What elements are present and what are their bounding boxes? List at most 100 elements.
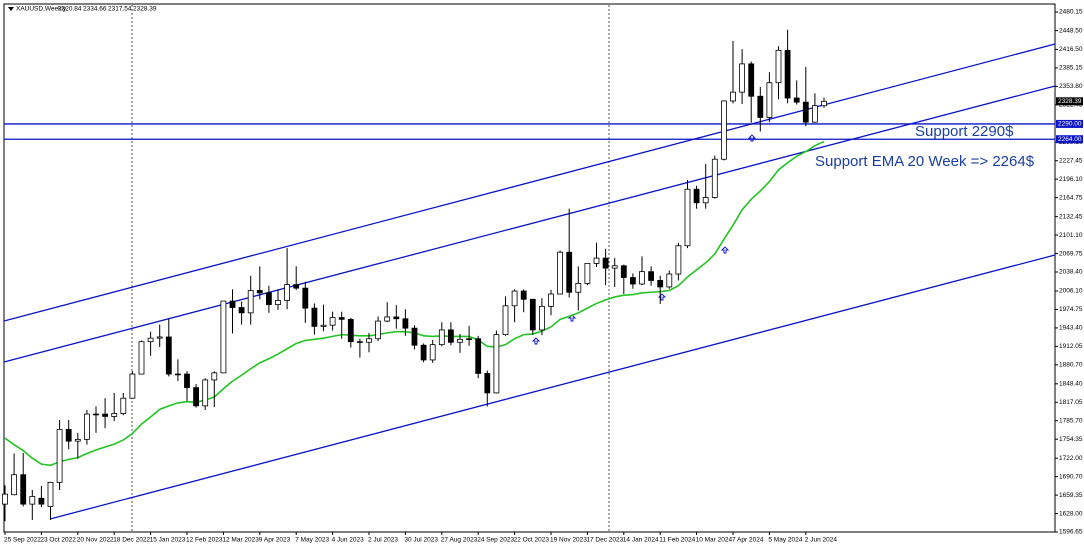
candle-body (520, 290, 527, 300)
y-tick-label: 2132.45 (1059, 213, 1083, 220)
candle-body (748, 63, 755, 97)
x-tick-label: 27 Aug 2023 (441, 537, 478, 544)
candle-body (129, 373, 136, 399)
candle-body (111, 413, 118, 417)
x-tick-label: 4 Jun 2023 (332, 537, 365, 544)
candle-body (84, 413, 90, 440)
x-tick-label: 12 Feb 2023 (186, 537, 223, 544)
current-price-tag (1056, 97, 1083, 106)
candle-body (766, 82, 773, 118)
candle-body (784, 49, 791, 99)
candle-body (438, 329, 445, 346)
x-tick-label: 7 May 2023 (295, 537, 329, 544)
candle-body (284, 284, 291, 301)
candle-body (302, 287, 309, 309)
y-tick-label: 1817.05 (1059, 399, 1083, 406)
x-tick-label: 7 Apr 2024 (732, 537, 764, 544)
price-tag (1056, 119, 1083, 128)
x-tick-label: 5 May 2024 (768, 537, 802, 544)
candle-body (575, 283, 582, 293)
candle-body (693, 188, 700, 204)
x-tick-label: 19 Nov 2023 (550, 537, 587, 544)
candle-body (511, 290, 518, 307)
candle-body (138, 341, 145, 375)
y-tick-label: 1880.70 (1059, 362, 1083, 369)
y-tick-label: 1974.75 (1059, 306, 1083, 313)
candle-body (420, 344, 427, 361)
candle-body (56, 428, 63, 483)
candle-body (711, 158, 718, 198)
x-tick-label: 25 Sep 2022 (4, 537, 41, 544)
candle-body (502, 305, 509, 336)
candle-body (757, 95, 764, 118)
candle-body (557, 251, 563, 295)
y-tick-label: 1943.40 (1059, 325, 1083, 332)
y-tick-label: 1659.35 (1059, 492, 1083, 499)
y-tick-label: 1596.65 (1059, 529, 1083, 536)
candle-body (347, 318, 354, 343)
y-tick-label: 2480.15 (1059, 9, 1083, 16)
candle-body (2, 493, 8, 505)
price-tag-label: 2290.00 (1058, 121, 1082, 128)
candle-body (602, 257, 609, 269)
candle-body (329, 317, 336, 326)
candle-body (648, 271, 654, 281)
candle-body (65, 428, 72, 442)
x-tick-label: 2 Jun 2024 (805, 537, 838, 544)
candle-body (156, 336, 163, 339)
x-tick-label: 9 Apr 2023 (259, 537, 291, 544)
fractal-arrows (531, 134, 757, 345)
candle-body (620, 265, 627, 278)
candle-body (174, 373, 181, 376)
candle-body (639, 271, 645, 285)
x-tick-label: 14 Jan 2024 (623, 537, 659, 544)
candle-body (548, 293, 554, 307)
candle-body (20, 474, 27, 505)
candle-body (702, 197, 709, 204)
candle-body (120, 397, 127, 414)
y-tick-label: 1690.70 (1059, 473, 1083, 480)
x-tick-label: 22 Oct 2023 (514, 537, 550, 544)
candle-body (793, 97, 800, 103)
y-tick-label: 2227.45 (1059, 157, 1083, 164)
candle-body (475, 338, 482, 374)
candle-body (466, 338, 473, 340)
annotation: Support EMA 20 Week => 2264$ (815, 153, 1035, 170)
candle-body (411, 327, 418, 346)
symbol-icon (8, 7, 14, 11)
candle-body (47, 481, 54, 507)
candle-body (812, 105, 818, 123)
x-tick-label: 17 Dec 2023 (586, 537, 623, 544)
candle-body (675, 245, 682, 275)
x-tick-label: 18 Dec 2022 (113, 537, 150, 544)
up-arrow (657, 293, 667, 301)
candle-body (684, 188, 691, 247)
y-tick-label: 1912.05 (1059, 343, 1083, 350)
trend-line (3, 43, 1056, 322)
candle-body (529, 298, 536, 331)
y-tick-label: 2069.75 (1059, 250, 1083, 257)
candle-body (593, 257, 600, 264)
candle-body (238, 307, 245, 314)
y-tick-label: 2006.10 (1059, 288, 1083, 295)
y-tick-label: 2101.10 (1059, 232, 1083, 239)
y-tick-label: 1754.35 (1059, 436, 1083, 443)
candle-body (730, 91, 736, 102)
candle-body (566, 251, 573, 293)
candle-body (630, 277, 636, 285)
y-tick-label: 2448.50 (1059, 27, 1083, 34)
candle-body (657, 280, 664, 288)
price-tag-label: 2264.00 (1058, 136, 1082, 143)
candle-body (293, 284, 300, 289)
candle-body (356, 341, 363, 343)
up-arrow (567, 314, 577, 322)
candle-body (247, 290, 254, 314)
trend-line (49, 254, 1056, 520)
candle-body (584, 263, 591, 284)
trend-line (3, 85, 1056, 363)
x-tick-label: 2 Jul 2023 (368, 537, 398, 544)
candle-body (429, 344, 436, 361)
candle-body (775, 49, 782, 84)
chart-title: XAUUSD,Weekly (16, 6, 67, 13)
candle-body (147, 337, 154, 343)
